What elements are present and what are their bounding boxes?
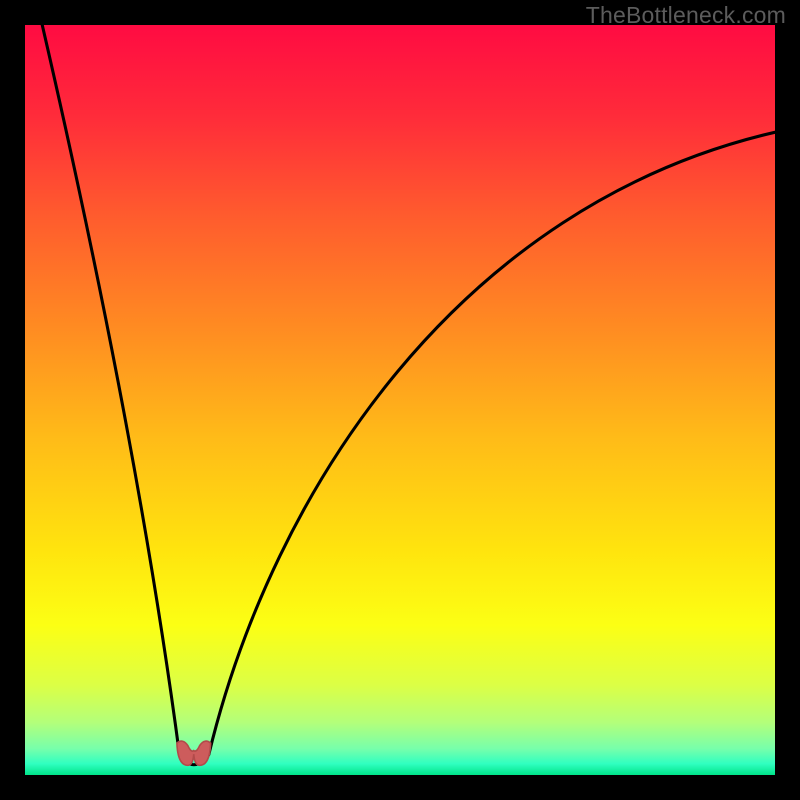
marker-blob (177, 741, 211, 765)
bottleneck-curve (42, 25, 775, 765)
plot-area (25, 25, 775, 775)
curve-overlay (25, 25, 775, 775)
chart-frame: TheBottleneck.com (0, 0, 800, 800)
